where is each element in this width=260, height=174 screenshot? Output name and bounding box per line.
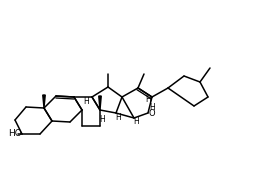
Text: O: O xyxy=(149,109,155,118)
Text: H: H xyxy=(145,96,151,105)
Polygon shape xyxy=(99,96,101,110)
Text: HO: HO xyxy=(8,129,22,139)
Text: H: H xyxy=(149,102,155,112)
Text: H: H xyxy=(99,114,105,124)
Text: H: H xyxy=(83,97,89,106)
Text: H: H xyxy=(133,117,139,126)
Text: H: H xyxy=(115,113,121,122)
Polygon shape xyxy=(43,95,45,108)
